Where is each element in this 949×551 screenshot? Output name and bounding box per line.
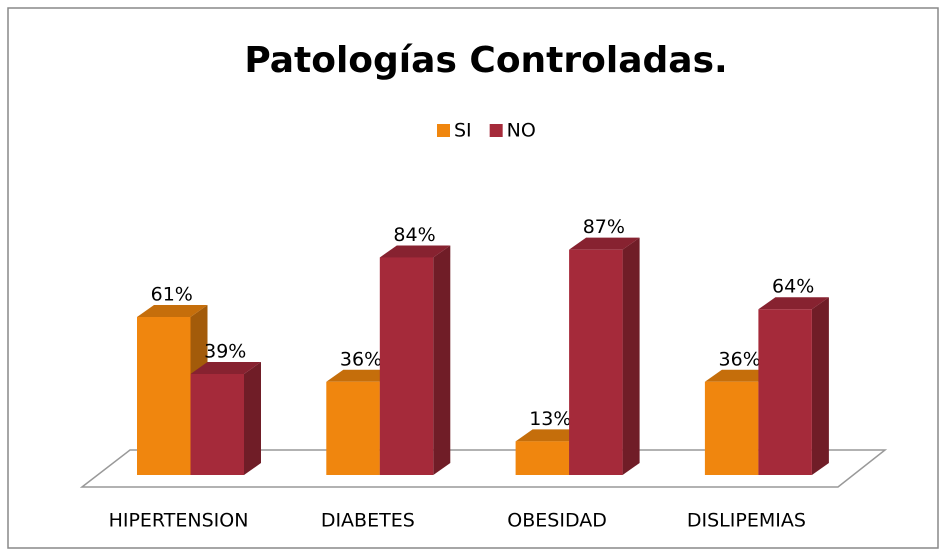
bar	[190, 361, 261, 475]
value-label: 87%	[583, 216, 625, 238]
bar-side	[244, 361, 261, 475]
bar-front	[137, 317, 191, 475]
value-label: 13%	[529, 408, 571, 430]
x-tick-label: HIPERTENSION	[109, 510, 249, 532]
bar-top	[515, 429, 587, 442]
value-label: 84%	[393, 224, 435, 246]
value-label: 64%	[772, 276, 814, 298]
legend-swatch	[489, 124, 503, 137]
bar-top	[190, 361, 261, 374]
bar-top	[569, 237, 640, 250]
bar-front	[758, 309, 812, 475]
bar-front	[379, 257, 434, 475]
bar	[379, 245, 451, 475]
chart-title: Patologías Controladas.	[244, 40, 727, 81]
bar-front	[704, 381, 759, 475]
bar-top	[379, 245, 451, 258]
value-label: 36%	[719, 348, 761, 370]
value-label: 39%	[204, 340, 246, 362]
bar-front	[326, 381, 380, 475]
bar-side	[811, 297, 829, 475]
bar-side	[622, 237, 640, 475]
bar-top	[137, 305, 208, 318]
bar-top	[704, 369, 776, 382]
legend-label: NO	[507, 120, 536, 142]
value-label: 61%	[151, 284, 193, 306]
value-label: 36%	[340, 348, 382, 370]
bar-front	[515, 441, 570, 475]
legend-swatch	[437, 124, 450, 137]
x-tick-label: DISLIPEMIAS	[687, 510, 806, 532]
x-tick-label: OBESIDAD	[507, 510, 607, 532]
legend-label: SI	[454, 120, 472, 142]
bar-front	[190, 373, 244, 475]
bar-side	[433, 245, 451, 475]
bar	[569, 237, 640, 475]
x-tick-label: DIABETES	[321, 510, 415, 532]
bar-top	[758, 297, 829, 310]
bar-top	[326, 369, 397, 382]
bar	[758, 297, 829, 475]
floor	[79, 449, 888, 488]
bar-front	[569, 249, 623, 475]
